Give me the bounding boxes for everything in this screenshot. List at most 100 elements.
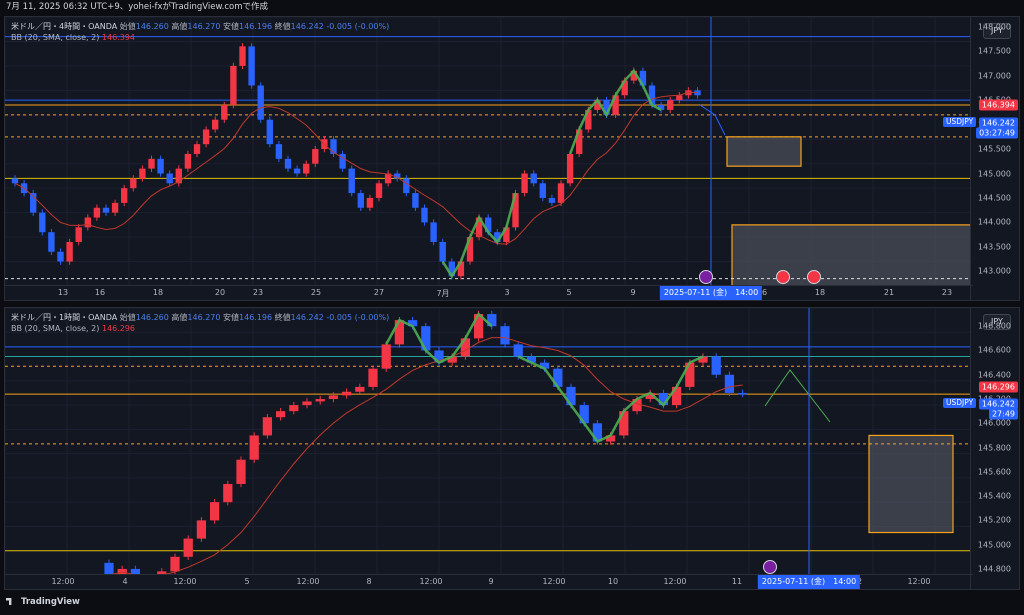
time-tick-label: 25 bbox=[310, 288, 322, 297]
brand-label: TradingView bbox=[21, 597, 80, 607]
time-tick-label: 12:00 bbox=[51, 577, 75, 586]
candle-body bbox=[257, 85, 264, 120]
candle-body bbox=[230, 65, 237, 106]
candle-body bbox=[384, 173, 392, 184]
candle-body bbox=[407, 320, 418, 327]
candle-body bbox=[157, 571, 167, 575]
price-chart-1h[interactable] bbox=[5, 308, 971, 575]
price-tick-label: 145.500 bbox=[977, 144, 1011, 154]
countdown-label: 03:27:49 bbox=[976, 127, 1018, 139]
price-tick-label: 144.000 bbox=[977, 217, 1011, 227]
candle-body bbox=[521, 173, 528, 194]
candle-body bbox=[348, 168, 355, 194]
candle-body bbox=[293, 168, 301, 174]
time-tick-label: 18 bbox=[814, 288, 826, 297]
time-tick-label: 4 bbox=[122, 577, 128, 586]
bollinger-mid-line bbox=[108, 337, 743, 575]
time-tick-label: 12:00 bbox=[419, 577, 443, 586]
candle-body bbox=[526, 356, 537, 363]
candle-body bbox=[576, 129, 583, 154]
time-tick-label: 13 bbox=[57, 288, 69, 297]
tradingview-brand[interactable]: TradingView bbox=[6, 597, 80, 607]
candle-body bbox=[630, 70, 637, 81]
candle-body bbox=[184, 153, 192, 169]
legend-high-label: 高値 bbox=[171, 22, 188, 31]
candle-body bbox=[193, 144, 201, 154]
candle-body bbox=[512, 193, 519, 228]
candle-body bbox=[66, 241, 73, 262]
price-tick-label: 145.400 bbox=[977, 491, 1011, 501]
candle-body bbox=[221, 105, 228, 120]
chart-pane-4h[interactable]: 米ドル／円・4時間・OANDA 始値146.260 高値146.270 安値14… bbox=[4, 16, 1020, 301]
indicator-value: 146.394 bbox=[101, 33, 135, 42]
candle-body bbox=[196, 520, 207, 539]
legend-change: -0.005 (-0.00%) bbox=[326, 313, 390, 322]
price-tick-label: 143.500 bbox=[977, 242, 1011, 252]
candle-body bbox=[339, 153, 346, 169]
price-chart-4h[interactable] bbox=[5, 17, 971, 286]
legend-open-label: 始値 bbox=[119, 22, 136, 31]
crosshair-time-label: 2025-07-11 (金) 14:00 bbox=[659, 286, 763, 300]
price-tick-label: 147.000 bbox=[977, 71, 1011, 81]
price-tick-label: 145.600 bbox=[977, 467, 1011, 477]
candle-body bbox=[421, 207, 428, 223]
currency-button[interactable]: JPY bbox=[983, 23, 1011, 39]
candle-body bbox=[485, 217, 492, 233]
price-tick-label: 146.600 bbox=[977, 345, 1011, 355]
time-tick-label: 9 bbox=[630, 288, 636, 297]
price-axis-1h[interactable]: JPY 146.800146.600146.400146.200146.0001… bbox=[970, 308, 1019, 589]
indicator-name: BB (20, SMA, close, 2) bbox=[11, 33, 100, 42]
candle-body bbox=[475, 217, 483, 238]
candle-body bbox=[341, 391, 352, 396]
candle-body bbox=[148, 158, 155, 169]
indicator-legend-4h[interactable]: BB (20, SMA, close, 2) 146.394 bbox=[11, 33, 135, 42]
candle-body bbox=[357, 193, 364, 208]
candle-body bbox=[466, 237, 474, 262]
candle-body bbox=[30, 193, 37, 213]
price-tick-label: 147.500 bbox=[977, 46, 1011, 56]
time-tick-label: 27 bbox=[373, 288, 385, 297]
time-tick-label: 12:00 bbox=[173, 577, 197, 586]
wave-line bbox=[441, 192, 517, 279]
candle-body bbox=[394, 173, 401, 179]
time-tick-label: 21 bbox=[883, 288, 895, 297]
candle-body bbox=[448, 261, 455, 277]
candle-body bbox=[39, 212, 46, 233]
candle-body bbox=[355, 386, 365, 392]
chart-header: 7月 11, 2025 06:32 UTC+9、yohei-fxがTrading… bbox=[0, 0, 1024, 14]
candle-body bbox=[266, 119, 273, 145]
candle-body bbox=[612, 95, 619, 115]
chart-pane-1h[interactable]: 米ドル／円・1時間・OANDA 始値146.260 高値146.270 安値14… bbox=[4, 307, 1020, 590]
candle-body bbox=[513, 344, 523, 357]
candle-body bbox=[539, 362, 550, 369]
candle-body bbox=[84, 217, 91, 228]
candle-body bbox=[530, 173, 537, 184]
wave-line bbox=[568, 68, 662, 155]
wave-line bbox=[517, 355, 704, 444]
bollinger-mid-line bbox=[14, 92, 698, 245]
last-price-label: 146.242 bbox=[978, 117, 1018, 129]
price-zone-box bbox=[726, 136, 802, 167]
candle-body bbox=[579, 405, 589, 424]
legend-symbol[interactable]: 米ドル／円・4時間・OANDA bbox=[11, 22, 118, 31]
candle-body bbox=[183, 538, 193, 557]
time-axis-4h[interactable]: 131618202325277月359161821232025-07-11 (金… bbox=[5, 285, 973, 300]
time-tick-label: 18 bbox=[152, 288, 164, 297]
time-tick-label: 5 bbox=[244, 577, 250, 586]
symbol-tag: USDJPY bbox=[943, 116, 977, 127]
candle-body bbox=[111, 202, 119, 213]
price-axis-4h[interactable]: JPY 148.000147.500147.000146.500146.0001… bbox=[970, 17, 1019, 300]
candle-body bbox=[685, 362, 695, 387]
time-axis-1h[interactable]: 12:00 4 12:00 5 12:00 8 12:00 9 12:00 10 12:00 11 12… bbox=[5, 574, 973, 589]
candle-body bbox=[248, 46, 255, 86]
indicator-legend-1h[interactable]: BB (20, SMA, close, 2) 146.296 bbox=[11, 324, 135, 333]
candle-body bbox=[473, 314, 484, 339]
candle-body bbox=[93, 207, 101, 218]
candle-body bbox=[57, 251, 64, 262]
header-text: 7月 11, 2025 06:32 UTC+9、yohei-fxがTrading… bbox=[6, 2, 268, 12]
legend-symbol[interactable]: 米ドル／円・1時間・OANDA bbox=[11, 313, 118, 322]
time-tick-label: 10 bbox=[607, 577, 619, 586]
price-zone-box bbox=[868, 434, 954, 534]
currency-button[interactable]: JPY bbox=[983, 314, 1011, 330]
indicator-name: BB (20, SMA, close, 2) bbox=[11, 324, 100, 333]
